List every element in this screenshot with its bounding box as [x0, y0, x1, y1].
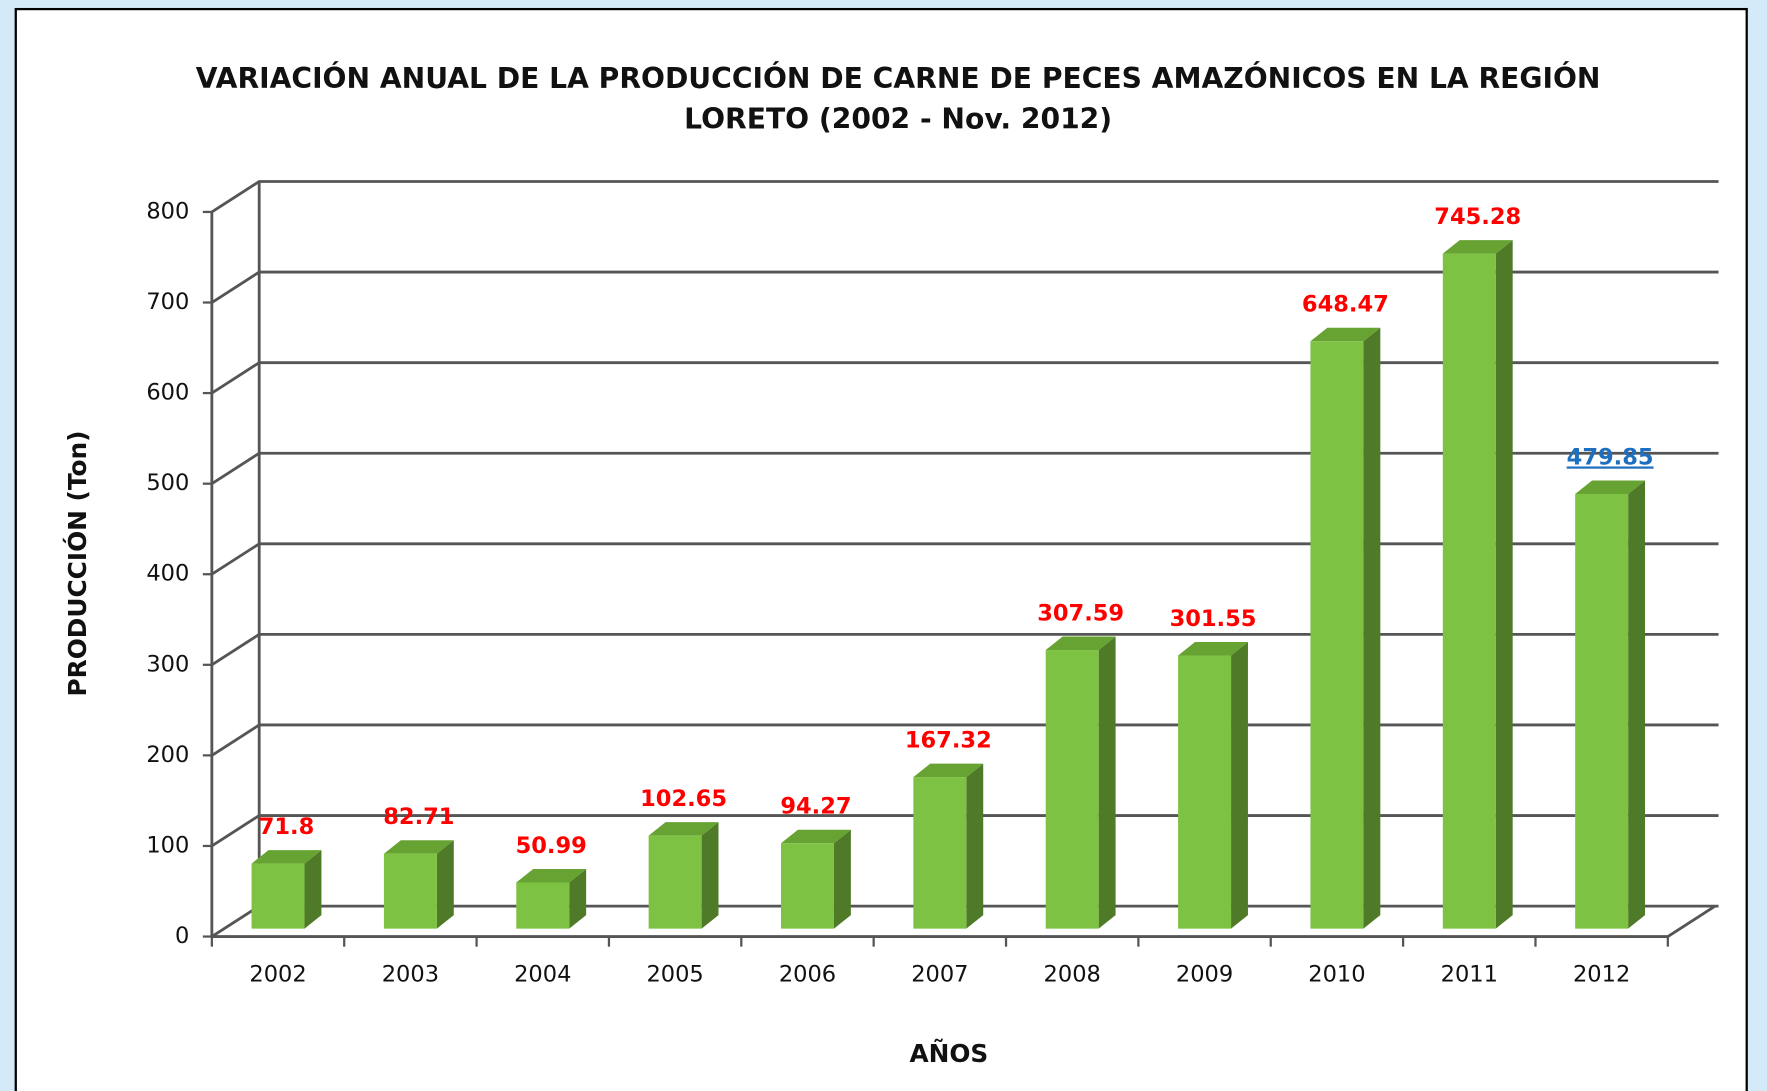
- data-label: 94.27: [780, 794, 851, 820]
- grid-line: [211, 270, 1719, 304]
- bar-side: [1495, 240, 1513, 929]
- bar-top: [251, 850, 322, 864]
- y-tick-label: 800: [146, 198, 189, 224]
- bar-front: [648, 835, 702, 929]
- x-tick-label: 2011: [1441, 961, 1498, 987]
- grid-line: [211, 451, 1719, 485]
- bar-top: [1045, 636, 1116, 651]
- bar: [251, 850, 322, 929]
- data-label: 71.8: [259, 814, 315, 840]
- data-label: 167.32: [905, 728, 992, 754]
- data-label: 301.55: [1170, 606, 1257, 632]
- bar-side: [1628, 480, 1646, 929]
- bar: [913, 763, 984, 929]
- y-tick-label: 400: [146, 561, 189, 587]
- bar-top: [913, 763, 984, 778]
- bar-top: [383, 840, 454, 854]
- y-tick-label: 600: [146, 380, 189, 406]
- data-label: 50.99: [516, 833, 587, 859]
- bar-side: [966, 763, 984, 929]
- x-tick-label: 2003: [382, 961, 439, 987]
- y-tick-label: 100: [146, 832, 189, 858]
- bar-front: [516, 882, 570, 929]
- bar-side: [833, 829, 851, 929]
- x-tick-label: 2002: [249, 961, 306, 987]
- bar-top: [1575, 480, 1646, 495]
- x-tick-label: 2008: [1044, 961, 1101, 987]
- bar-front: [251, 863, 305, 929]
- grid-line: [211, 632, 1719, 666]
- bar-side: [304, 850, 322, 929]
- y-tick-label: 300: [146, 651, 189, 677]
- bar: [1442, 240, 1513, 929]
- x-tick-label: 2006: [779, 961, 836, 987]
- bar-top: [1178, 641, 1248, 656]
- data-label: 479.85: [1567, 444, 1654, 470]
- x-tick-label: 2004: [514, 961, 571, 987]
- bar-front: [1178, 655, 1232, 929]
- chart-title: LORETO (2002 - Nov. 2012): [684, 103, 1112, 136]
- data-label: 745.28: [1434, 204, 1521, 230]
- x-tick-label: 2009: [1176, 961, 1233, 987]
- y-tick-label: 0: [175, 923, 189, 949]
- bar-side: [1098, 636, 1116, 929]
- bar-front: [1310, 341, 1364, 929]
- bar-front: [1575, 494, 1629, 929]
- data-label: 648.47: [1302, 292, 1389, 318]
- bar: [648, 822, 719, 929]
- grid-line: [211, 180, 1719, 214]
- bar: [1310, 327, 1381, 929]
- y-tick-label: 700: [146, 289, 189, 315]
- bar: [383, 840, 454, 929]
- x-tick-label: 2005: [646, 961, 703, 987]
- bar-front: [781, 843, 834, 929]
- grid-line: [211, 361, 1719, 395]
- x-tick-label: 2010: [1308, 961, 1365, 987]
- bar-side: [436, 840, 454, 929]
- bar: [781, 829, 851, 929]
- bar: [1575, 480, 1646, 929]
- bar-top: [648, 822, 719, 836]
- bar-side: [569, 868, 587, 929]
- bar-front: [913, 777, 967, 929]
- bar-top: [516, 868, 587, 883]
- y-tick-label: 200: [146, 742, 189, 768]
- x-axis-title: AÑOS: [909, 1039, 988, 1068]
- bar-top: [1442, 240, 1513, 254]
- bar-front: [1045, 650, 1099, 929]
- bar-side: [1363, 327, 1381, 929]
- chart-title: VARIACIÓN ANUAL DE LA PRODUCCIÓN DE CARN…: [196, 61, 1601, 95]
- bar: [1178, 641, 1248, 929]
- bar: [1045, 636, 1116, 929]
- grid-line: [211, 542, 1719, 576]
- bar-front: [383, 853, 437, 929]
- bar-front: [1442, 253, 1496, 929]
- data-label: 102.65: [640, 786, 727, 812]
- bar-side: [1231, 641, 1248, 929]
- y-axis-title: PRODUCCIÓN (Ton): [62, 431, 92, 697]
- data-label: 307.59: [1037, 600, 1124, 626]
- x-tick-label: 2007: [911, 961, 968, 987]
- bar-top: [1310, 327, 1381, 342]
- bar-side: [701, 822, 719, 929]
- data-label: 82.71: [383, 804, 454, 830]
- y-tick-label: 500: [146, 470, 189, 496]
- bar-top: [781, 829, 851, 844]
- x-tick-label: 2012: [1573, 961, 1630, 987]
- bar: [516, 868, 587, 929]
